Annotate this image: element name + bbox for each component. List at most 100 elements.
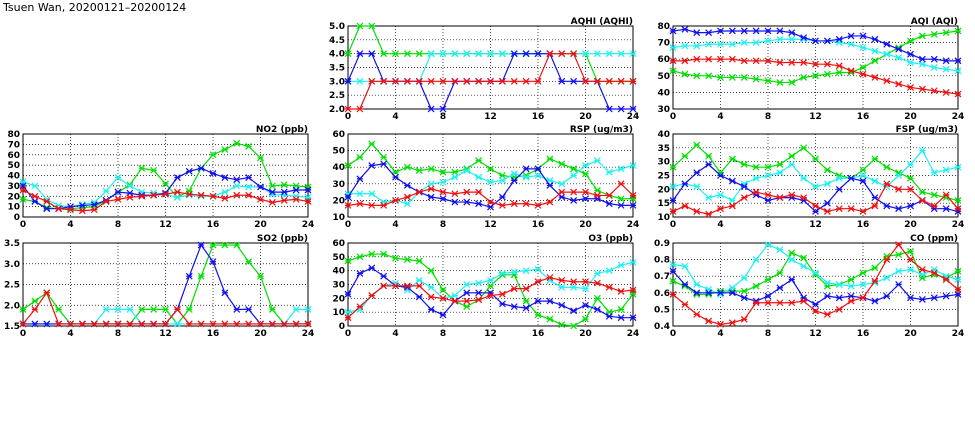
data-point-blue	[605, 105, 613, 113]
data-point-red	[475, 188, 483, 196]
data-point-red	[669, 208, 677, 215]
data-point-cyan	[605, 50, 613, 58]
series-line-blue	[672, 163, 959, 213]
data-point-red	[138, 192, 146, 200]
data-point-cyan	[498, 270, 506, 277]
data-point-cyan	[558, 283, 566, 291]
data-point-green	[356, 253, 364, 261]
series-line-green	[672, 144, 959, 201]
data-point-red	[439, 294, 447, 302]
data-point-blue	[629, 105, 637, 113]
data-point-blue	[439, 195, 447, 203]
data-point-cyan	[463, 281, 471, 288]
data-point-green	[185, 305, 193, 313]
data-point-cyan	[487, 50, 494, 58]
data-point-red	[871, 202, 879, 210]
data-point-green	[522, 297, 530, 305]
y-tick-label: 40	[332, 163, 345, 173]
data-point-red	[451, 77, 459, 85]
data-point-green	[593, 187, 601, 194]
data-point-cyan	[930, 169, 938, 177]
y-tick-label: 80	[657, 22, 670, 32]
x-tick-label: 8	[115, 220, 121, 230]
data-point-cyan	[233, 182, 241, 190]
x-tick-label: 8	[440, 112, 446, 122]
data-point-green	[162, 305, 169, 313]
data-point-blue	[570, 307, 578, 315]
data-point-cyan	[728, 196, 736, 204]
data-point-cyan	[871, 47, 879, 55]
data-point-cyan	[835, 174, 843, 182]
data-point-blue	[534, 297, 542, 305]
data-point-blue	[90, 201, 98, 208]
data-point-cyan	[752, 256, 760, 264]
x-tick-label: 16	[207, 220, 220, 230]
x-tick-label: 0	[670, 220, 676, 230]
y-tick-label: 20	[332, 196, 345, 206]
data-point-cyan	[823, 180, 831, 188]
data-point-red	[728, 55, 736, 63]
data-point-cyan	[617, 50, 625, 58]
data-point-blue	[705, 161, 713, 168]
data-point-green	[764, 77, 772, 85]
data-point-green	[728, 74, 736, 81]
data-point-red	[570, 50, 578, 58]
data-point-cyan	[693, 281, 701, 288]
data-point-blue	[522, 50, 530, 58]
data-point-green	[907, 174, 914, 182]
data-point-red	[344, 105, 352, 113]
data-point-cyan	[498, 50, 506, 58]
chart-title: NO2 (ppb)	[256, 125, 308, 135]
data-point-red	[55, 320, 63, 328]
data-point-green	[752, 75, 760, 83]
data-point-red	[740, 194, 748, 202]
chart-title: SO2 (ppb)	[257, 234, 308, 244]
data-point-red	[392, 77, 399, 85]
data-point-green	[427, 267, 435, 275]
data-point-cyan	[582, 162, 589, 169]
data-point-blue	[344, 77, 352, 85]
data-point-green	[209, 151, 217, 159]
data-point-red	[233, 191, 241, 199]
data-point-cyan	[942, 166, 950, 174]
x-tick-label: 12	[484, 329, 497, 339]
data-point-blue	[617, 201, 625, 209]
data-point-cyan	[475, 279, 483, 287]
data-point-blue	[764, 196, 772, 204]
data-point-red	[930, 269, 938, 277]
data-point-red	[558, 50, 566, 58]
data-point-cyan	[605, 267, 613, 275]
x-tick-label: 8	[115, 329, 121, 339]
y-tick-label: 10	[332, 308, 345, 318]
data-point-cyan	[705, 40, 713, 48]
data-point-green	[380, 153, 388, 161]
data-point-green	[812, 155, 819, 163]
data-point-cyan	[487, 276, 494, 284]
data-point-red	[126, 193, 134, 201]
chart-title: AQHI (AQHI)	[571, 17, 633, 27]
data-point-cyan	[102, 305, 110, 313]
data-point-red	[582, 77, 589, 85]
data-point-blue	[221, 174, 229, 181]
chart-panel: 1.5 2.0 2.5 3.0 3.5 0 4 8 12 16 20 24 SO2 (ppb)	[4, 234, 314, 339]
data-point-cyan	[788, 256, 796, 264]
data-point-cyan	[859, 44, 867, 52]
data-point-red	[918, 85, 926, 93]
data-point-cyan	[705, 194, 713, 202]
x-tick-label: 24	[627, 329, 640, 339]
y-tick-label: 20	[657, 185, 670, 195]
data-point-green	[268, 305, 276, 313]
data-point-red	[617, 180, 625, 188]
data-point-cyan	[126, 305, 134, 313]
data-point-cyan	[835, 39, 843, 47]
data-point-blue	[368, 264, 376, 272]
plot-frame	[672, 25, 959, 110]
data-point-red	[705, 210, 713, 218]
chart-panel: 30 40 50 60 70 80 0 4 8 12 16 20 24 AQI (AQI)	[657, 17, 964, 122]
data-point-cyan	[788, 35, 796, 43]
data-point-cyan	[752, 39, 760, 47]
data-point-red	[55, 205, 63, 213]
data-point-blue	[245, 174, 253, 181]
y-tick-label: 20	[332, 294, 345, 304]
data-point-cyan	[173, 320, 181, 328]
